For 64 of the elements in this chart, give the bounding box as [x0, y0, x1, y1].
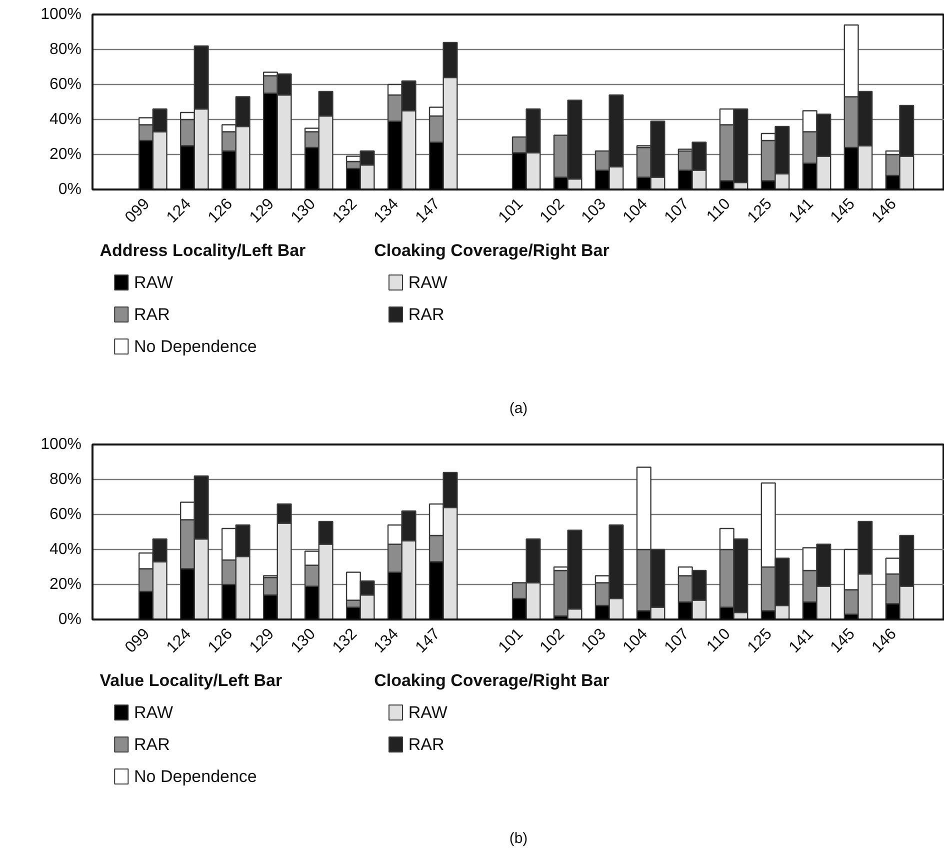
- y-tick-label: 40%: [49, 111, 82, 128]
- x-tick-label: 130: [288, 195, 320, 226]
- x-tick-label: 126: [205, 625, 236, 656]
- y-tick-label: 0%: [58, 181, 82, 198]
- y-tick-label: 60%: [49, 506, 82, 523]
- text: (a): [509, 400, 528, 417]
- text: (b): [509, 830, 528, 847]
- x-tick-label: 104: [620, 625, 652, 656]
- legend-label: RAW: [134, 703, 174, 722]
- legend-label: RAW: [134, 273, 174, 292]
- text: Address Locality/Left Bar: [100, 241, 306, 260]
- y-tick-label: 100%: [40, 436, 82, 453]
- x-tick-label: 125: [744, 195, 776, 226]
- legend-label: RAR: [408, 305, 444, 324]
- x-tick-label: 102: [537, 625, 568, 656]
- x-tick-label: 147: [412, 625, 444, 656]
- y-tick-label: 80%: [49, 471, 82, 488]
- x-tick-label: 141: [786, 195, 817, 226]
- x-tick-label: 099: [122, 625, 154, 656]
- x-tick-label: 147: [412, 195, 444, 226]
- x-tick-label: 107: [662, 195, 693, 226]
- legend-label: RAR: [408, 735, 444, 754]
- x-tick-label: 141: [786, 625, 817, 656]
- x-tick-label: 124: [164, 195, 195, 226]
- legend-label: No Dependence: [134, 767, 257, 786]
- y-tick-label: 100%: [40, 6, 82, 23]
- x-tick-label: 129: [246, 195, 278, 226]
- y-tick-label: 80%: [49, 41, 82, 58]
- x-tick-label: 102: [537, 195, 568, 226]
- x-tick-label: 104: [620, 195, 652, 226]
- y-tick-label: 20%: [49, 576, 82, 593]
- x-tick-label: 125: [744, 625, 776, 656]
- legend-label: No Dependence: [134, 337, 257, 356]
- x-tick-label: 126: [205, 195, 236, 226]
- legend-label: RAW: [408, 703, 448, 722]
- x-tick-label: 146: [868, 625, 900, 656]
- legend-label: RAR: [134, 305, 170, 324]
- x-tick-label: 129: [246, 625, 278, 656]
- x-tick-label: 132: [330, 625, 361, 656]
- x-tick-label: 134: [371, 195, 402, 226]
- text: Cloaking Coverage/Right Bar: [374, 671, 610, 690]
- x-tick-label: 145: [828, 195, 858, 226]
- legend-label: RAW: [408, 273, 448, 292]
- legend-label: RAR: [134, 735, 170, 754]
- x-tick-label: 110: [704, 195, 734, 226]
- x-tick-label: 130: [288, 625, 320, 656]
- text: Value Locality/Left Bar: [100, 671, 282, 690]
- y-tick-label: 0%: [58, 611, 82, 628]
- y-tick-label: 20%: [49, 146, 82, 163]
- x-tick-label: 101: [496, 195, 527, 226]
- x-tick-label: 132: [330, 195, 361, 226]
- x-tick-label: 145: [828, 625, 858, 656]
- x-tick-label: 099: [122, 195, 154, 226]
- x-tick-label: 107: [662, 625, 693, 656]
- y-tick-label: 60%: [49, 76, 82, 93]
- x-tick-label: 146: [868, 195, 900, 226]
- x-tick-label: 110: [704, 625, 734, 656]
- x-tick-label: 134: [371, 625, 402, 656]
- x-tick-label: 124: [164, 625, 195, 656]
- x-tick-label: 103: [578, 625, 610, 656]
- y-tick-label: 40%: [49, 541, 82, 558]
- text: Cloaking Coverage/Right Bar: [374, 241, 610, 260]
- x-tick-label: 103: [578, 195, 610, 226]
- x-tick-label: 101: [496, 625, 527, 656]
